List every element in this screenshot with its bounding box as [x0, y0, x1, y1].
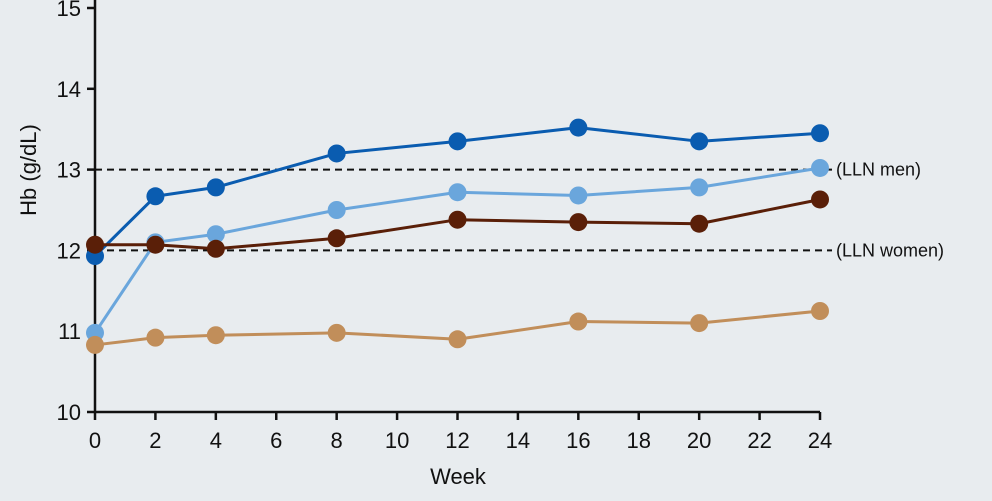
x-tick-label: 4 [210, 428, 222, 453]
series-1 [86, 158, 829, 342]
x-tick-label: 0 [89, 428, 101, 453]
series-2-point [86, 235, 104, 254]
series-1-point [448, 183, 467, 202]
series-0-point [811, 124, 829, 143]
y-tick-label: 13 [57, 158, 81, 183]
series-3-point [569, 312, 588, 331]
y-tick-label: 14 [57, 77, 81, 102]
series-2-point [327, 229, 346, 248]
x-tick-label: 24 [808, 428, 832, 453]
y-tick-label: 11 [58, 319, 81, 344]
series-1-point [569, 186, 588, 205]
x-tick-label: 16 [566, 428, 590, 453]
series-1-point [690, 178, 709, 197]
series-2-point [690, 214, 709, 233]
series-2-line [95, 198, 821, 251]
series-0-point [569, 118, 588, 137]
series-1-line [93, 166, 821, 334]
series-3-point [86, 335, 104, 354]
y-tick-label: 10 [57, 400, 81, 425]
series-1-point [206, 225, 225, 244]
reference-label-1: (LLN women) [836, 240, 944, 260]
x-tick-label: 2 [149, 428, 161, 453]
y-tick-label: 12 [57, 238, 81, 263]
series-0-point [690, 132, 709, 151]
series-0-point [327, 144, 346, 163]
series-1-point [327, 201, 346, 219]
series-2-point [569, 213, 588, 232]
series-3-point [690, 314, 709, 333]
x-tick-label: 22 [747, 428, 771, 453]
series-0-point [206, 178, 225, 197]
data-series [86, 118, 829, 354]
x-tick-label: 10 [385, 428, 409, 453]
series-0-point [146, 187, 165, 206]
x-tick-label: 8 [331, 428, 343, 453]
x-tick-label: 14 [506, 428, 530, 453]
y-tick-label: 15 [57, 0, 81, 21]
series-3-point [146, 328, 165, 347]
x-tick-label: 18 [627, 428, 651, 453]
series-2-point [811, 190, 829, 209]
series-0-point [448, 132, 467, 151]
series-0-line [93, 126, 821, 258]
series-0 [86, 118, 829, 266]
x-axis-title: Week [430, 464, 487, 489]
y-axis-title: Hb (g/dL) [16, 124, 41, 216]
series-2-point [206, 239, 225, 258]
series-3 [86, 302, 829, 354]
series-2-point [448, 210, 467, 229]
series-3-point [448, 330, 467, 349]
series-3-point [811, 302, 829, 320]
series-3-line [94, 309, 821, 347]
series-3-point [327, 323, 346, 342]
x-tick-label: 20 [687, 428, 711, 453]
x-tick-label: 12 [445, 428, 469, 453]
x-tick-label: 6 [270, 428, 282, 453]
series-2-point [146, 235, 165, 254]
series-2 [86, 190, 829, 258]
series-1-point [811, 158, 829, 177]
series-3-point [206, 326, 225, 345]
reference-label-0: (LLN men) [836, 160, 921, 180]
